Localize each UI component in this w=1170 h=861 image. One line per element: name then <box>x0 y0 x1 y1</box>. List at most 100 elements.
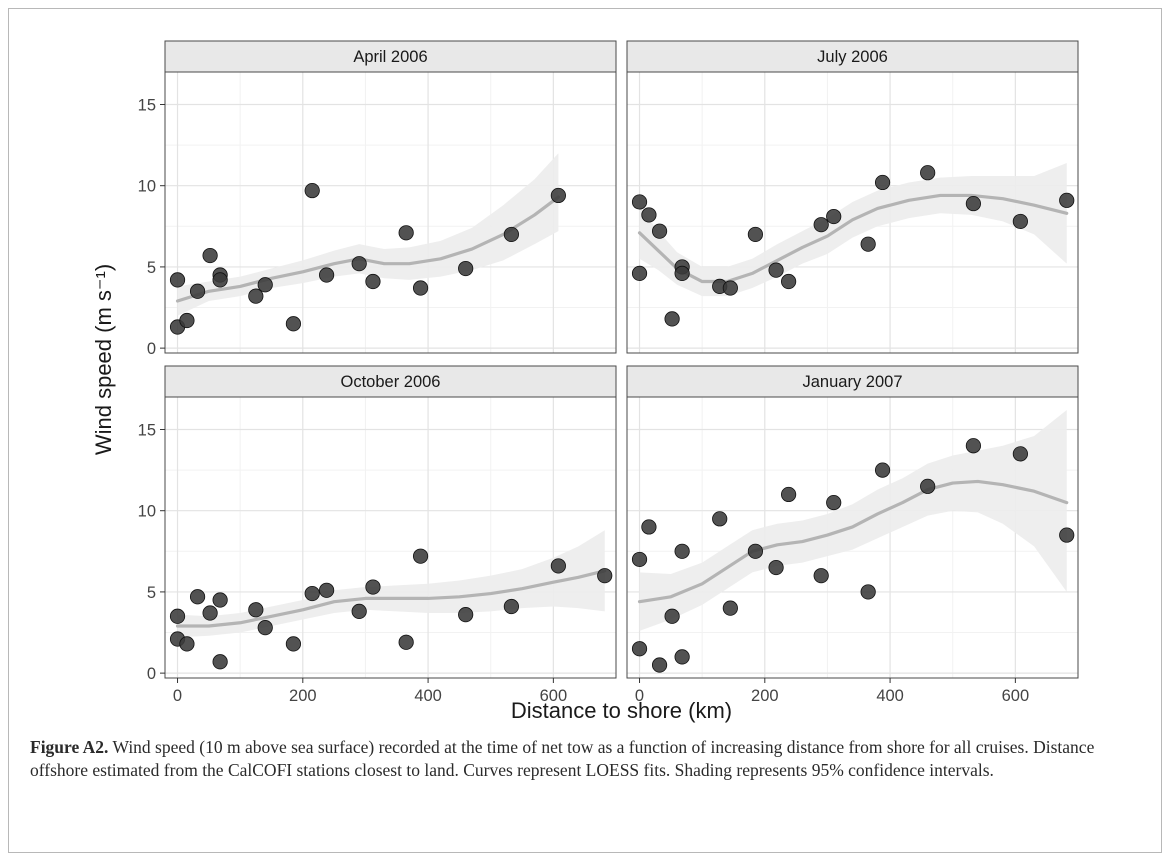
panel-october-2006: October 2006 0 5 10 15 0 200 400 600 <box>138 365 617 705</box>
data-point <box>813 568 829 584</box>
panel-title: January 2007 <box>803 373 903 391</box>
data-point <box>1059 527 1075 543</box>
data-point <box>503 226 519 243</box>
data-point <box>674 649 690 665</box>
panel-title: October 2006 <box>341 373 441 391</box>
loess-fit-line <box>637 193 1069 284</box>
data-point <box>826 494 842 511</box>
panel-strip <box>164 365 617 398</box>
y-tick-label: 0 <box>147 340 156 358</box>
panel-july-2006: July 2006 <box>626 40 1079 354</box>
y-tick-label: 15 <box>138 96 156 114</box>
data-point <box>212 592 228 608</box>
x-tick-label: 400 <box>414 687 442 705</box>
data-point <box>965 195 981 212</box>
panel-border <box>164 71 617 354</box>
data-point <box>169 272 186 288</box>
x-tick-label: 0 <box>635 687 644 705</box>
data-point <box>189 589 206 605</box>
data-point <box>202 605 218 621</box>
caption-text: Wind speed (10 m above sea surface) reco… <box>30 737 1095 780</box>
panel-border <box>626 71 1079 354</box>
data-point <box>285 316 302 332</box>
data-point <box>179 312 195 329</box>
data-point <box>304 182 320 199</box>
loess-fit-line <box>175 569 607 628</box>
data-point <box>641 519 657 535</box>
data-point <box>1012 213 1028 230</box>
data-point <box>874 174 891 191</box>
data-point <box>319 267 335 283</box>
loess-fit-line <box>637 479 1069 604</box>
confidence-band <box>177 153 559 316</box>
panel-border <box>164 396 617 679</box>
y-tick-label: 10 <box>138 178 156 196</box>
data-point <box>398 225 414 241</box>
panel-title: July 2006 <box>817 48 888 66</box>
data-point <box>651 657 668 673</box>
data-point <box>285 636 302 652</box>
y-tick-label: 5 <box>147 259 156 277</box>
data-point <box>550 187 566 204</box>
data-point <box>365 273 381 290</box>
data-point <box>503 598 519 615</box>
data-point <box>189 283 206 299</box>
data-point <box>920 165 936 181</box>
data-point <box>768 559 784 576</box>
x-tick-label: 200 <box>751 687 779 705</box>
data-point <box>722 280 738 296</box>
x-tick-label: 600 <box>1002 687 1030 705</box>
data-point <box>257 277 273 293</box>
data-point <box>257 620 273 636</box>
data-point <box>202 247 218 264</box>
x-tick-label: 400 <box>876 687 904 705</box>
loess-fit-line <box>175 195 560 303</box>
y-tick-label: 0 <box>147 665 156 683</box>
x-tick-label: 0 <box>173 687 182 705</box>
y-tick-label: 15 <box>138 421 156 439</box>
data-point <box>781 486 797 503</box>
data-point <box>169 608 186 624</box>
data-point <box>664 608 680 624</box>
x-axis-label: Distance to shore (km) <box>511 698 732 723</box>
data-point <box>874 462 891 478</box>
data-point <box>860 236 876 252</box>
confidence-band <box>177 530 605 638</box>
data-point <box>412 548 429 564</box>
figure-caption: Figure A2. Wind speed (10 m above sea su… <box>30 736 1140 782</box>
data-point <box>674 543 690 559</box>
data-point <box>365 579 381 595</box>
data-point <box>631 641 648 657</box>
data-point <box>747 543 764 559</box>
data-point <box>319 582 335 598</box>
y-axis-label: Wind speed (m s⁻¹) <box>91 264 116 455</box>
panel-strip <box>626 40 1079 73</box>
data-point <box>1059 192 1075 208</box>
data-point <box>631 265 648 282</box>
data-point <box>351 603 367 620</box>
data-point <box>781 273 797 290</box>
panel-april-2006: April 2006 0 5 10 15 <box>138 40 617 358</box>
data-point <box>398 634 414 650</box>
data-point <box>860 584 876 600</box>
data-point <box>248 602 264 618</box>
data-point <box>664 311 680 327</box>
data-point <box>212 654 228 670</box>
x-tick-label: 600 <box>540 687 568 705</box>
x-tick-label: 200 <box>289 687 317 705</box>
data-point <box>351 256 367 272</box>
data-point <box>920 478 936 494</box>
data-point <box>768 262 784 278</box>
data-point <box>304 585 320 602</box>
panel-strip <box>164 40 617 73</box>
data-point <box>826 208 842 225</box>
data-point <box>1012 446 1028 462</box>
data-point <box>597 568 613 584</box>
data-point <box>212 272 228 288</box>
data-point <box>965 438 981 454</box>
data-point <box>631 194 648 210</box>
panel-strip <box>626 365 1079 398</box>
data-point <box>458 607 474 623</box>
panel-january-2007: January 2007 0 200 400 600 <box>626 365 1079 705</box>
data-point <box>722 600 738 616</box>
